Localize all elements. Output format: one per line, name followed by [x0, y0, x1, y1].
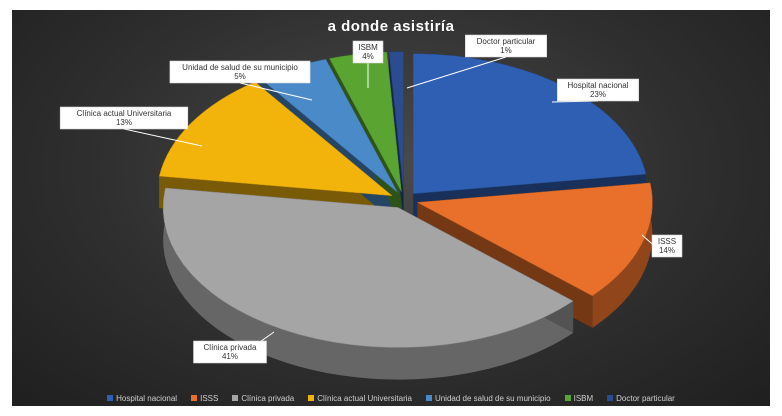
data-label-name: Unidad de salud de su municipio: [182, 63, 298, 72]
legend-swatch: [564, 395, 571, 401]
legend-label: Unidad de salud de su municipio: [434, 393, 551, 403]
data-label-value: 41%: [222, 352, 238, 361]
data-label-value: 4%: [362, 52, 374, 61]
data-label-name: Clínica privada: [204, 343, 257, 352]
slice-cl-nica-actual-universitaria: [159, 81, 393, 196]
data-label-value: 5%: [234, 72, 246, 81]
legend-label: Clínica actual Universitaria: [317, 393, 412, 403]
legend-item: Unidad de salud de su municipio: [425, 393, 551, 403]
legend-item: Clínica actual Universitaria: [308, 394, 412, 403]
slice-isss: [416, 182, 653, 297]
legend-item: Doctor particular: [607, 394, 675, 403]
chart-title: a donde asistiría: [327, 18, 455, 35]
data-label-name: Clínica actual Universitaria: [77, 109, 172, 118]
legend-item: Hospital nacional: [107, 394, 177, 403]
leader-line: [406, 56, 507, 89]
legend: Hospital nacional ISSS Clínica privada Clín…: [12, 390, 770, 406]
legend-label: ISSS: [200, 393, 219, 403]
data-label-name: ISBM: [358, 43, 378, 52]
data-label-value: 14%: [659, 246, 675, 255]
data-label-box: [651, 234, 683, 258]
legend-label: Clínica privada: [241, 393, 295, 403]
legend-item: ISBM: [564, 393, 594, 403]
leader-line: [123, 128, 203, 147]
legend-swatch: [107, 395, 114, 401]
legend-swatch: [308, 395, 315, 401]
data-label-name: ISSS: [658, 237, 676, 246]
data-label-box: [193, 340, 267, 364]
legend-label: ISBM: [573, 393, 594, 403]
slice-cl-nica-privada: [162, 187, 574, 348]
data-label-box: [556, 78, 639, 102]
data-label-value: 1%: [500, 46, 512, 55]
slice-wall-cl-nica-privada: [163, 188, 574, 380]
data-label-box: [352, 40, 384, 64]
data-label-box: [464, 34, 547, 58]
legend-swatch: [191, 395, 198, 401]
legend-swatch: [425, 395, 432, 401]
data-label-box: [59, 106, 189, 130]
slice-wall-isss: [592, 182, 653, 328]
data-label-box: [169, 60, 311, 84]
data-label-value: 23%: [590, 90, 606, 99]
chart-area: Hospital nacional 23% ISSS 14% Clínica priva…: [12, 10, 770, 406]
data-label-name: Hospital nacional: [568, 81, 629, 90]
legend-item: Clínica privada: [232, 394, 294, 403]
legend-item: ISSS: [191, 394, 218, 403]
data-label-value: 13%: [116, 118, 132, 127]
data-label-name: Doctor particular: [477, 37, 536, 46]
leader-line: [239, 82, 313, 101]
legend-swatch: [232, 395, 239, 401]
legend-label: Doctor particular: [616, 393, 675, 403]
legend-swatch: [607, 395, 614, 401]
legend-label: Hospital nacional: [116, 393, 178, 403]
slice-doctor-particular: [388, 51, 404, 192]
